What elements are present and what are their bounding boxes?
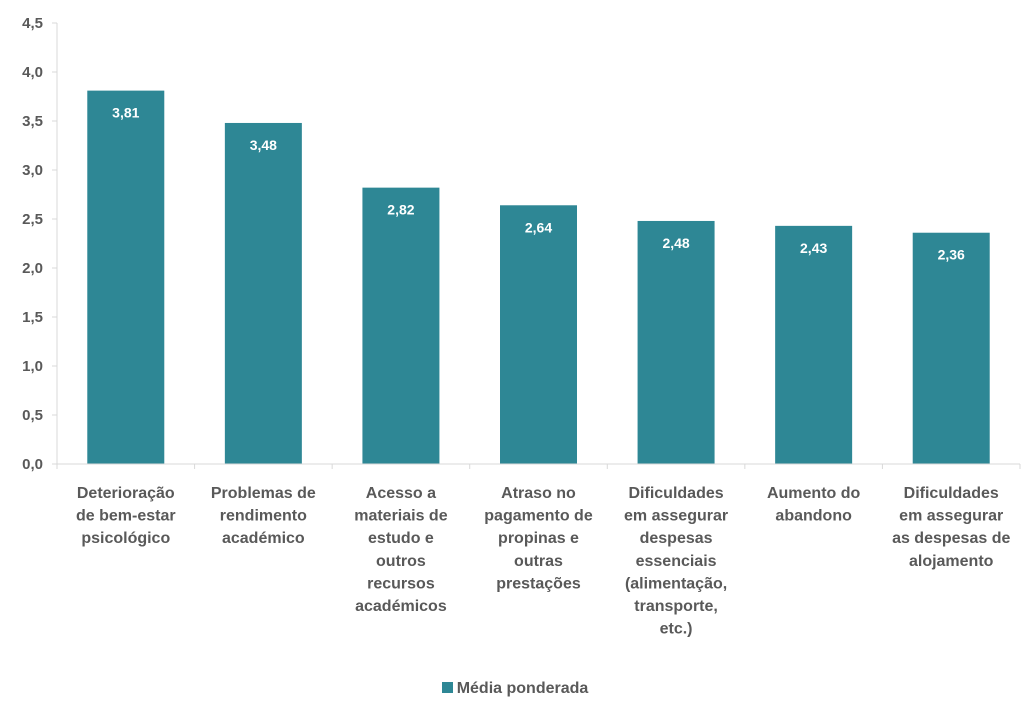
bar: [362, 187, 440, 464]
bar: [224, 122, 302, 465]
x-category-label: Dificuldades em assegurar despesas essencia…: [624, 485, 728, 638]
bar: [637, 220, 715, 464]
x-category-label: Acesso a materiais de estudo e outros recurs…: [354, 485, 447, 615]
bar-value-label: 3,48: [250, 137, 277, 153]
y-tick-label: 1,5: [22, 309, 43, 326]
bars: 3,81 3,48 2,82 2,64 2,48 2,43 2,36: [87, 90, 990, 465]
bar-value-label: 2,82: [387, 202, 414, 218]
x-axis: Deterioração de bem-estar psicológico Probl…: [56, 463, 1021, 638]
x-category-label: Dificuldades em assegurar as despesas de al…: [892, 485, 1010, 570]
y-tick-label: 0,0: [22, 456, 43, 473]
x-category-label: Aumento do abandono: [767, 485, 861, 525]
bar-value-label: 3,81: [112, 105, 139, 121]
bar-value-label: 2,64: [525, 219, 552, 235]
bar: [87, 90, 165, 465]
y-tick-label: 4,0: [22, 64, 43, 81]
y-tick-label: 4,5: [22, 15, 43, 32]
bar-value-label: 2,36: [938, 247, 965, 263]
legend-swatch: [441, 682, 453, 693]
y-tick-label: 2,5: [22, 211, 43, 228]
x-category-label: Deterioração de bem-estar psicológico: [76, 485, 176, 547]
y-tick-label: 2,0: [22, 260, 43, 277]
y-axis: 0,0 0,5 1,0 1,5 2,0 2,5 3,0 3,5 4,0 4,5: [22, 15, 58, 473]
legend-label: Média ponderada: [456, 680, 589, 697]
bar-value-label: 2,43: [800, 240, 827, 256]
y-tick-label: 0,5: [22, 407, 43, 424]
legend: Média ponderada: [0, 680, 1030, 698]
bar: [775, 225, 853, 464]
x-category-label: Problemas de rendimento académico: [211, 485, 316, 547]
y-tick-label: 1,0: [22, 358, 43, 375]
x-category-label: Atraso no pagamento de propinas e outras pre…: [484, 485, 593, 592]
y-tick-label: 3,0: [22, 162, 43, 179]
bar: [912, 232, 990, 464]
bar-value-label: 2,48: [662, 235, 689, 251]
y-tick-label: 3,5: [22, 113, 43, 130]
bar: [500, 205, 577, 464]
